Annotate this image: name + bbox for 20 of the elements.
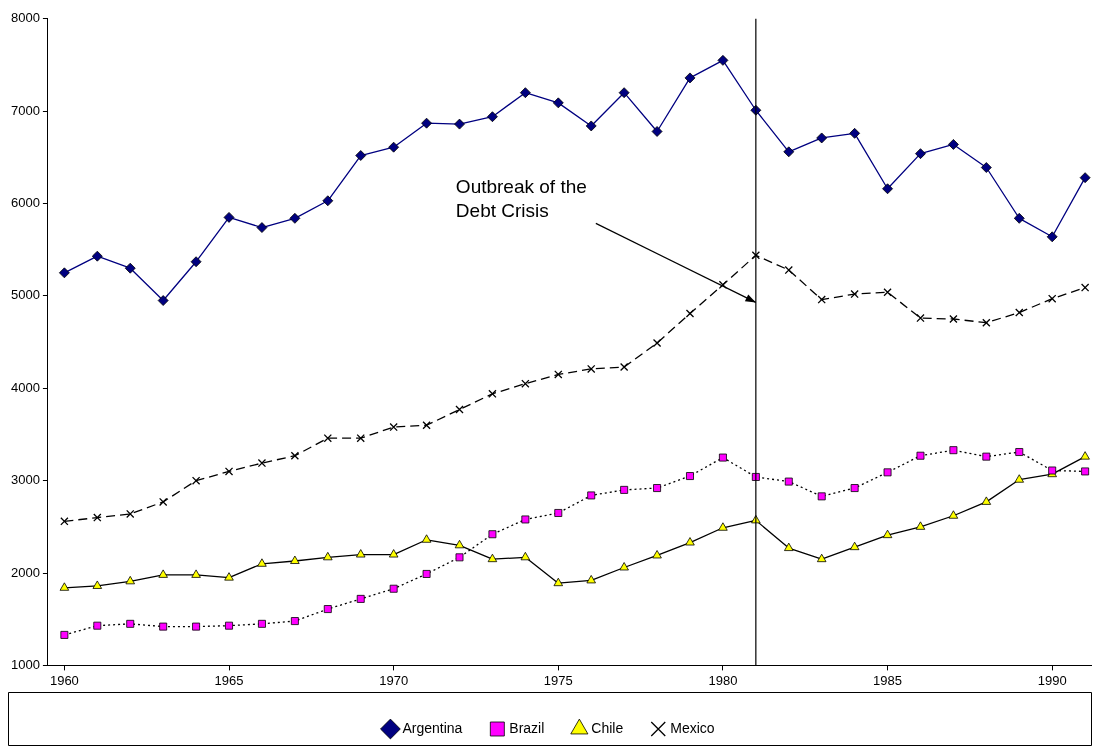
x-tick-label: 1980 [708,672,738,688]
y-tick-label: 8000 [11,10,40,26]
x-tick-label: 1990 [1037,672,1067,688]
y-tick-label: 6000 [11,195,40,211]
legend-label: Chile [591,719,624,736]
y-tick-label: 4000 [11,379,40,395]
x-tick-label: 1960 [49,672,79,688]
annotation: Outbreak of the Debt Crisis [455,175,587,221]
y-tick-label: 5000 [11,287,40,303]
legend-label: Mexico [670,719,715,736]
x-tick-label: 1970 [379,672,409,688]
y-tick-label: 7000 [11,102,40,118]
y-tick-label: 2000 [11,564,40,580]
y-tick-label: 1000 [11,656,40,672]
legend-label: Brazil [509,719,545,736]
legend-label: Argentina [402,719,463,736]
x-tick-label: 1975 [543,672,573,688]
y-tick-label: 3000 [11,472,40,488]
x-tick-label: 1985 [873,672,903,688]
x-tick-label: 1965 [214,672,244,688]
